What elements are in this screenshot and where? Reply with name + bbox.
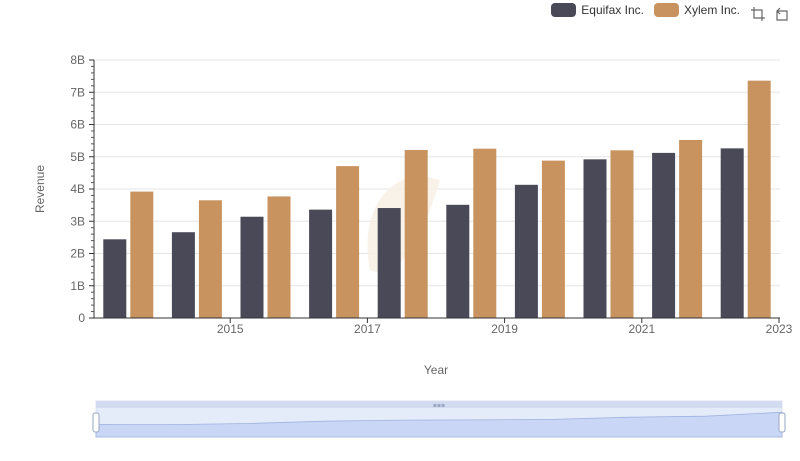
legend-label-equifax: Equifax Inc. <box>581 3 644 17</box>
x-tick-label: 2019 <box>491 322 518 336</box>
y-tick-label: 2B <box>70 247 85 261</box>
bar-xylem-2021[interactable] <box>610 150 634 318</box>
grid-lines <box>94 59 780 287</box>
y-tick-label: 1B <box>70 279 85 293</box>
bar-equifax-2023[interactable] <box>720 148 744 318</box>
x-tick-label: 2015 <box>217 322 244 336</box>
bar-equifax-2019[interactable] <box>446 204 470 318</box>
zoom-select-icon[interactable] <box>750 6 766 22</box>
bar-xylem-2016[interactable] <box>267 196 291 318</box>
x-tick-label: 2017 <box>354 322 381 336</box>
chart-toolbar <box>750 6 790 22</box>
bar-xylem-2015[interactable] <box>198 200 222 318</box>
bar-xylem-2017[interactable] <box>336 166 360 318</box>
slider-top-bar[interactable] <box>96 401 782 408</box>
y-tick-label: 0 <box>78 311 85 325</box>
legend-item-xylem[interactable]: Xylem Inc. <box>653 3 740 17</box>
bar-equifax-2017[interactable] <box>309 209 333 318</box>
slider-handle-left[interactable] <box>92 412 100 433</box>
bar-equifax-2022[interactable] <box>652 152 676 318</box>
data-zoom-slider[interactable]: ▪▪▪ <box>92 400 786 438</box>
bar-equifax-2016[interactable] <box>240 216 264 318</box>
y-tick-label: 8B <box>70 53 85 67</box>
y-tick-label: 7B <box>70 85 85 99</box>
bar-xylem-2018[interactable] <box>404 149 428 318</box>
legend-swatch-equifax <box>551 3 577 17</box>
y-tick-label: 3B <box>70 214 85 228</box>
slider-grip-icon[interactable]: ▪▪▪ <box>433 402 445 409</box>
y-tick-label: 4B <box>70 182 85 196</box>
bar-series <box>103 80 771 318</box>
slider-preview-area <box>95 411 783 438</box>
bar-xylem-2023[interactable] <box>747 80 771 318</box>
legend-swatch-xylem <box>653 3 679 17</box>
bar-xylem-2019[interactable] <box>473 148 497 318</box>
x-axis-ticks: 2015 2017 2019 2021 2023 <box>217 318 793 336</box>
y-tick-label: 5B <box>70 150 85 164</box>
restore-icon[interactable] <box>774 6 790 22</box>
legend-item-equifax[interactable]: Equifax Inc. <box>551 3 644 17</box>
y-axis-ticks: 0 1B 2B 3B 4B 5B 6B 7B 8B <box>70 53 94 325</box>
bar-xylem-2020[interactable] <box>541 160 565 318</box>
bar-equifax-2021[interactable] <box>583 159 607 318</box>
bar-equifax-2020[interactable] <box>514 184 538 318</box>
bar-xylem-2022[interactable] <box>679 139 703 318</box>
legend-label-xylem: Xylem Inc. <box>683 3 740 17</box>
bar-xylem-2014[interactable] <box>130 191 154 318</box>
x-axis-title: Year <box>424 363 448 377</box>
x-tick-label: 2021 <box>628 322 655 336</box>
bar-equifax-2015[interactable] <box>171 232 195 318</box>
legend: Equifax Inc. Xylem Inc. <box>551 3 740 17</box>
bar-equifax-2014[interactable] <box>103 239 127 318</box>
y-axis-title: Revenue <box>33 165 47 213</box>
x-tick-label: 2023 <box>766 322 793 336</box>
bar-equifax-2018[interactable] <box>377 208 401 318</box>
slider-handle-right[interactable] <box>778 412 786 433</box>
y-tick-label: 6B <box>70 118 85 132</box>
